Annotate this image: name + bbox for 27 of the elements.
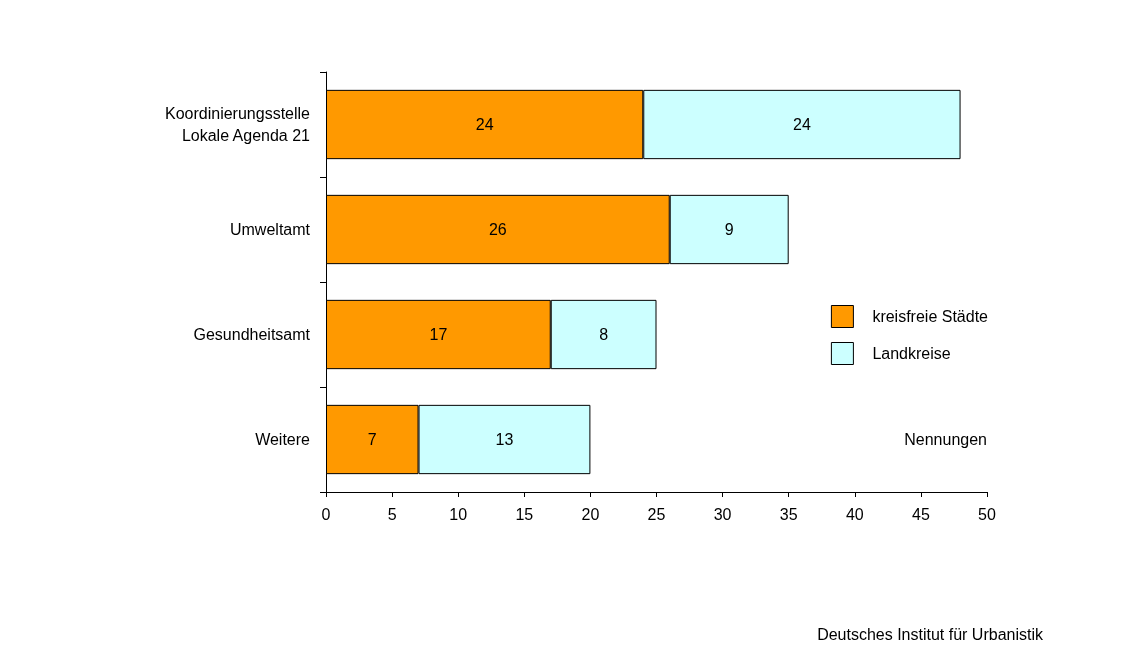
- data-label: 7: [367, 431, 377, 448]
- legend-label: kreisfreie Städte: [872, 308, 989, 325]
- text: Deutsches Institut für Urbanistik: [817, 625, 1044, 643]
- x-tick-label: 30: [713, 505, 732, 523]
- data-label: 26: [488, 221, 507, 238]
- x-tick-label: 45: [912, 505, 930, 523]
- y-tick-label: Gesundheitsamt: [193, 326, 311, 343]
- x-tick-label: 35: [779, 505, 798, 523]
- x-tick-label: 25: [647, 505, 666, 523]
- x-tick-label: 50: [978, 505, 996, 523]
- data-label: 24: [793, 116, 811, 133]
- x-tick-label: 10: [449, 505, 468, 523]
- x-tick-label: 0: [321, 505, 331, 523]
- data-label: 9: [724, 221, 734, 238]
- y-tick-label: Umweltamt: [229, 221, 311, 238]
- x-tick-label: 15: [515, 505, 534, 523]
- data-label: 17: [429, 326, 448, 343]
- x-tick-label: 20: [581, 505, 600, 523]
- legend-label: Landkreise: [872, 345, 951, 362]
- data-label: 13: [495, 431, 514, 448]
- x-axis-title: Nennungen: [904, 430, 987, 448]
- y-tick-label: Koordinierungsstelle Lokale Agenda 21: [165, 105, 311, 144]
- x-tick-label: 5: [387, 505, 397, 523]
- data-label: 24: [475, 116, 494, 133]
- y-tick-label: Weitere: [255, 431, 311, 448]
- data-label: 8: [599, 326, 609, 343]
- x-tick-label: 40: [845, 505, 864, 523]
